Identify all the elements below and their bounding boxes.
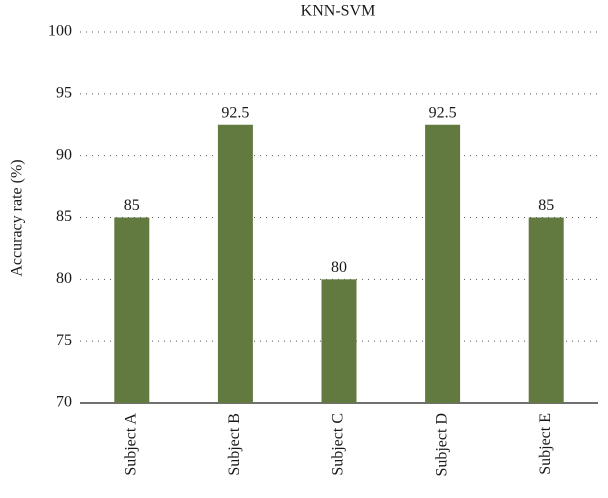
y-tick-label: 70 <box>56 394 72 411</box>
data-label: 80 <box>331 259 347 276</box>
x-tick-label: Subject D <box>433 413 450 477</box>
data-label: 85 <box>124 197 140 214</box>
y-tick-label: 85 <box>56 208 72 225</box>
y-tick-label: 80 <box>56 270 72 287</box>
data-label: 92.5 <box>429 104 457 121</box>
x-tick-label: Subject B <box>226 413 243 476</box>
x-tick-label: Subject C <box>330 413 347 476</box>
y-tick-label: 90 <box>56 146 72 163</box>
y-tick-label: 100 <box>48 23 72 40</box>
y-tick-label: 75 <box>56 332 72 349</box>
bar <box>425 124 461 403</box>
bar <box>217 124 253 403</box>
y-axis-label: Accuracy rate (%) <box>9 159 26 276</box>
bar <box>528 217 564 403</box>
x-tick-label: Subject A <box>122 413 139 476</box>
data-label: 92.5 <box>221 104 249 121</box>
bar <box>321 279 357 403</box>
y-tick-label: 95 <box>56 85 72 102</box>
bar <box>114 217 150 403</box>
chart-title: KNN-SVM <box>301 3 376 20</box>
x-tick-label: Subject E <box>537 413 554 475</box>
data-label: 85 <box>538 197 554 214</box>
